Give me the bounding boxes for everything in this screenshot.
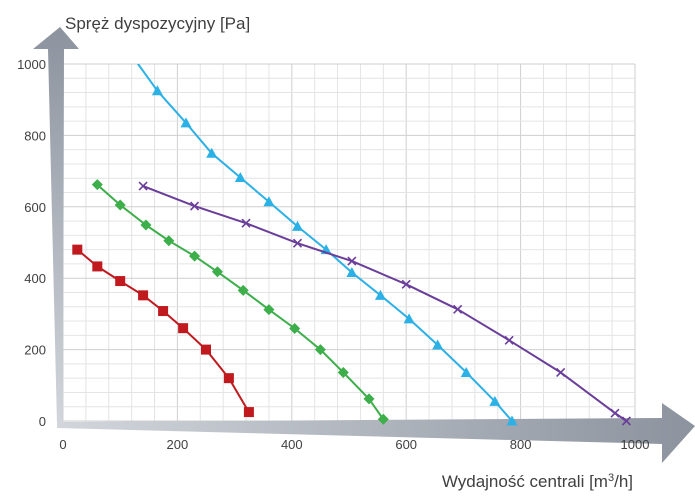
x-tick-label: 200 [167, 437, 189, 452]
data-point [374, 289, 386, 300]
data-point [314, 344, 326, 356]
data-point [72, 244, 83, 255]
series-line [136, 64, 513, 422]
data-point [237, 284, 249, 296]
y-tick-label: 400 [24, 271, 46, 286]
data-point [610, 408, 620, 418]
data-point [346, 266, 358, 277]
y-tick-label: 1000 [17, 57, 46, 72]
data-point [292, 238, 303, 248]
x-tick-label: 0 [59, 437, 66, 452]
data-point [432, 339, 444, 350]
data-point [292, 220, 304, 231]
data-point [401, 279, 411, 289]
x-axis-arrow [57, 403, 695, 463]
y-tick-label: 800 [24, 128, 46, 143]
data-point [263, 304, 275, 316]
x-tick-label: 1000 [621, 437, 650, 452]
data-point [91, 179, 103, 191]
data-point [115, 276, 126, 287]
y-axis-arrow [33, 27, 79, 425]
x-axis-title-suffix: /h] [614, 472, 633, 491]
data-point [201, 344, 211, 355]
plot-grid [62, 63, 636, 422]
data-point [180, 117, 192, 128]
series-2 [91, 179, 389, 425]
x-tick-label: 800 [510, 437, 532, 452]
data-point [453, 304, 463, 314]
y-tick-label: 600 [24, 200, 46, 215]
data-point [241, 218, 251, 228]
series-3 [136, 64, 518, 426]
data-point [206, 147, 218, 158]
y-axis-title: Spręż dyspozycyjny [Pa] [65, 14, 250, 33]
x-axis-title-sup: 3 [608, 472, 614, 484]
data-point [189, 201, 200, 211]
data-point [138, 290, 149, 301]
data-point [158, 306, 169, 317]
series-1 [72, 244, 254, 418]
data-point [377, 413, 389, 425]
data-point [211, 266, 223, 278]
data-point [263, 196, 275, 207]
data-point [92, 261, 103, 272]
data-point [151, 85, 163, 96]
series-line [96, 183, 385, 420]
data-point [289, 323, 301, 335]
data-point [234, 172, 246, 183]
data-point [347, 256, 357, 266]
data-point [460, 366, 472, 377]
data-point [114, 199, 126, 211]
data-point [363, 393, 375, 405]
x-axis-title: Wydajność centrali [m3/h] [442, 472, 633, 491]
data-point [337, 366, 349, 378]
data-point [621, 416, 631, 426]
data-point [556, 367, 566, 378]
series-layer [72, 64, 631, 426]
ticks-layer: 0 200 400 600 800 1000 0 200 400 600 800 1000 [17, 57, 649, 452]
series-4 [138, 181, 631, 426]
x-tick-label: 400 [281, 437, 303, 452]
y-tick-label: 200 [24, 343, 46, 358]
y-tick-label: 0 [39, 414, 46, 429]
data-point [140, 219, 152, 231]
data-point [243, 407, 254, 418]
data-point [189, 250, 201, 262]
data-point [403, 313, 415, 324]
data-point [163, 235, 175, 247]
x-tick-label: 600 [395, 437, 417, 452]
data-point [504, 335, 514, 345]
data-point [489, 395, 501, 406]
data-point [138, 181, 148, 191]
data-point [506, 415, 518, 426]
data-point [178, 323, 189, 334]
x-axis-title-prefix: Wydajność centrali [m [442, 472, 608, 491]
data-point [223, 373, 234, 384]
